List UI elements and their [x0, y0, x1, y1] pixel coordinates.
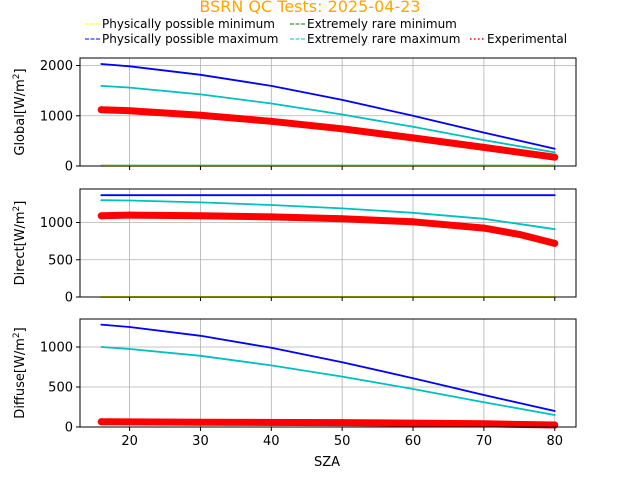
y-axis-label: Global[W/m2]	[12, 68, 28, 155]
chart-title: BSRN QC Tests: 2025-04-23	[199, 0, 420, 16]
y-tick-label: 0	[65, 160, 73, 175]
data-point	[196, 212, 204, 220]
series-pp_max	[100, 63, 556, 150]
series-er_max	[100, 199, 556, 231]
data-point	[126, 211, 134, 219]
panel: 0 500 1000 20 30 40 50 60 70 80 Diffuse[W/m2]	[12, 318, 577, 449]
y-tick-label: 1000	[40, 216, 73, 231]
data-point	[97, 106, 105, 114]
x-tick-label: 50	[334, 434, 351, 449]
axes-frame	[79, 188, 577, 298]
x-tick-label: 40	[263, 434, 280, 449]
data-point	[267, 117, 275, 125]
data-point	[409, 134, 417, 142]
data-point	[480, 143, 488, 151]
legend-label: Physically possible maximum	[102, 32, 278, 46]
legend-item: Physically possible maximum	[85, 32, 278, 46]
y-axis-label: Direct[W/m2]	[12, 201, 28, 286]
panel: 0 1000 2000 Global[W/m2]	[12, 57, 577, 175]
y-tick-label: 1000	[40, 341, 73, 356]
data-point	[196, 111, 204, 119]
legend-label: Physically possible minimum	[102, 17, 275, 31]
data-point	[338, 419, 346, 427]
y-tick-label: 1000	[40, 109, 73, 124]
y-tick-label: 0	[65, 421, 73, 436]
x-axis-label: SZA	[314, 455, 340, 470]
data-point	[267, 213, 275, 221]
axes-frame	[79, 57, 577, 167]
series-pp_max	[100, 323, 556, 412]
legend-item: Extremely rare maximum	[290, 32, 460, 46]
x-tick-label: 80	[546, 434, 563, 449]
data-point	[551, 239, 559, 247]
series-er_max	[100, 346, 556, 416]
data-point	[338, 215, 346, 223]
x-tick-label: 30	[192, 434, 209, 449]
y-tick-label: 0	[65, 291, 73, 306]
series-experimental	[97, 106, 559, 161]
legend-label: Extremely rare maximum	[307, 32, 460, 46]
data-point	[97, 212, 105, 220]
data-point	[97, 418, 105, 426]
series-er_max	[100, 85, 556, 154]
legend-label: Experimental	[487, 32, 567, 46]
x-tick-label: 20	[121, 434, 138, 449]
data-point	[126, 107, 134, 115]
y-axis-label: Diffuse[W/m2]	[12, 327, 28, 418]
legend-item: Extremely rare minimum	[290, 17, 457, 31]
data-point	[338, 125, 346, 133]
data-point	[515, 230, 523, 238]
data-point	[551, 153, 559, 161]
legend-label: Extremely rare minimum	[307, 17, 457, 31]
y-tick-label: 500	[48, 253, 73, 268]
x-tick-label: 60	[405, 434, 422, 449]
data-point	[409, 218, 417, 226]
panels: 010002000Global[W/m2]05001000Direct[W/m2…	[12, 57, 577, 449]
y-tick-label: 500	[48, 381, 73, 396]
axes-frame	[79, 318, 577, 428]
x-tick-label: 70	[476, 434, 493, 449]
y-tick-label: 2000	[40, 59, 73, 74]
data-point	[480, 420, 488, 428]
data-point	[480, 224, 488, 232]
data-point	[196, 418, 204, 426]
legend-item: Experimental	[470, 32, 567, 46]
panel: 0 500 1000 Direct[W/m2]	[12, 188, 577, 306]
legend-item: Physically possible minimum	[85, 17, 275, 31]
